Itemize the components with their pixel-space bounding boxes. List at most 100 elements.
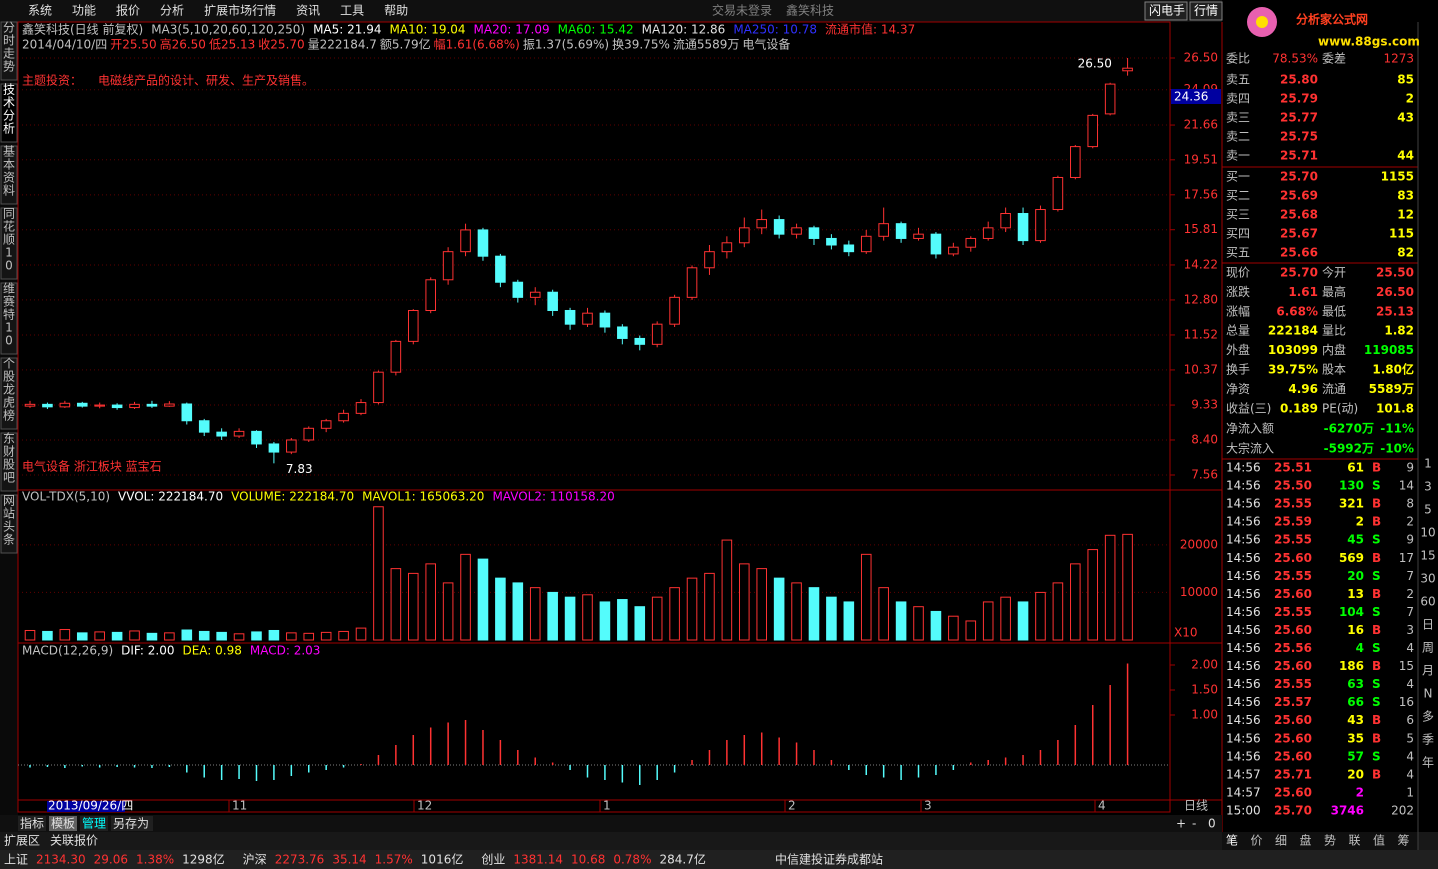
- side-tab-char[interactable]: 顺: [3, 233, 15, 247]
- side-tab-char[interactable]: 个: [3, 357, 15, 371]
- panel-tab[interactable]: 笔: [1226, 833, 1238, 848]
- volume-bar: [477, 558, 489, 641]
- side-tab-char[interactable]: 条: [3, 533, 15, 547]
- period-button[interactable]: 季: [1422, 733, 1434, 747]
- tick-price: 25.70: [1274, 803, 1312, 817]
- side-tab-char[interactable]: 站: [3, 507, 15, 521]
- panel-tab[interactable]: 值: [1373, 833, 1385, 848]
- top-button[interactable]: [1189, 1, 1223, 21]
- menu-item[interactable]: 分析: [160, 4, 184, 18]
- tick-price: 25.60: [1274, 785, 1312, 799]
- toolbar-label[interactable]: 管理: [82, 816, 106, 831]
- menu-item[interactable]: 扩展市场行情: [204, 3, 276, 18]
- tick-volume: 63: [1347, 677, 1364, 691]
- side-tab-char[interactable]: 东: [3, 432, 15, 446]
- menu-item[interactable]: 系统: [28, 4, 52, 18]
- date-label: 11: [232, 799, 247, 813]
- candle-body: [129, 403, 140, 409]
- side-tab-char[interactable]: 时: [3, 34, 15, 48]
- panel-tab[interactable]: 联: [1349, 834, 1361, 848]
- period-button[interactable]: 5: [1424, 503, 1432, 517]
- toolbar-label[interactable]: 模板: [51, 817, 75, 831]
- panel-tab[interactable]: 势: [1324, 834, 1336, 848]
- menu-item[interactable]: 功能: [72, 4, 96, 18]
- side-tab-char[interactable]: 财: [3, 445, 15, 459]
- bottom-tab[interactable]: 关联报价: [50, 833, 98, 848]
- side-tab[interactable]: [0, 494, 18, 554]
- side-tab-char[interactable]: 虎: [3, 396, 15, 410]
- menu-item[interactable]: 工具: [340, 4, 364, 18]
- side-tab-char[interactable]: 术: [3, 96, 15, 110]
- period-button[interactable]: 10: [1420, 526, 1435, 540]
- side-tab-char[interactable]: 榜: [3, 408, 15, 423]
- side-tab-char[interactable]: 股: [3, 370, 15, 384]
- side-tab-char[interactable]: 分: [3, 21, 15, 35]
- side-tab-char[interactable]: 0: [5, 334, 13, 348]
- menu-item[interactable]: 资讯: [296, 4, 320, 18]
- side-tab-char[interactable]: 龙: [3, 383, 15, 397]
- side-tab-char[interactable]: 1: [5, 321, 13, 335]
- side-tab-char[interactable]: 料: [3, 184, 15, 198]
- zoom-button[interactable]: +: [1176, 817, 1186, 831]
- toolbar-button[interactable]: [49, 816, 77, 831]
- side-tab[interactable]: [0, 207, 18, 280]
- period-button[interactable]: 周: [1422, 641, 1434, 655]
- panel-tab[interactable]: 价: [1251, 834, 1263, 848]
- period-button[interactable]: 3: [1424, 480, 1432, 494]
- panel-tab[interactable]: 筹: [1398, 834, 1410, 848]
- side-tab-char[interactable]: 资: [3, 171, 15, 185]
- side-tab-char[interactable]: 花: [3, 219, 15, 234]
- side-tab-char[interactable]: 股: [3, 458, 15, 472]
- period-button[interactable]: 60: [1420, 595, 1435, 609]
- period-button[interactable]: 月: [1422, 664, 1434, 678]
- side-tab[interactable]: [0, 21, 18, 81]
- zoom-button[interactable]: -: [1192, 817, 1196, 831]
- toolbar-button[interactable]: [80, 816, 108, 831]
- menu-item[interactable]: 报价: [116, 3, 140, 18]
- period-button[interactable]: 30: [1420, 572, 1435, 586]
- toolbar-label[interactable]: 另存为: [113, 817, 149, 831]
- side-tab[interactable]: [0, 357, 18, 430]
- top-button[interactable]: [1144, 1, 1188, 21]
- price-header: MA3(5,10,20,60,120,250): [151, 23, 305, 37]
- side-tab-char[interactable]: 本: [3, 158, 15, 172]
- period-button[interactable]: N: [1424, 687, 1433, 701]
- side-tab-char[interactable]: 同: [3, 207, 15, 221]
- side-tab-char[interactable]: 0: [5, 259, 13, 273]
- side-tab-char[interactable]: 网: [3, 494, 15, 508]
- top-button-label[interactable]: 行情: [1194, 4, 1218, 18]
- side-tab-char[interactable]: 特: [3, 307, 15, 322]
- side-tab-char[interactable]: 头: [3, 520, 15, 534]
- side-tab-char[interactable]: 赛: [3, 294, 15, 309]
- side-tab-char[interactable]: 1: [5, 246, 13, 260]
- period-button[interactable]: 15: [1420, 549, 1435, 563]
- side-tab-char[interactable]: 维: [3, 282, 15, 296]
- panel-tab[interactable]: 盘: [1300, 833, 1312, 848]
- side-tab[interactable]: [0, 432, 18, 492]
- panel-tab[interactable]: 细: [1275, 834, 1287, 848]
- index-value: 1381.14: [513, 853, 563, 867]
- period-button[interactable]: 日: [1422, 618, 1434, 632]
- side-tab-char[interactable]: 分: [3, 109, 15, 123]
- side-tab-char[interactable]: 析: [3, 122, 15, 136]
- book-label: 卖三: [1226, 111, 1250, 125]
- side-tab-char[interactable]: 势: [3, 60, 15, 74]
- toolbar-button[interactable]: [111, 816, 153, 831]
- side-tab[interactable]: [0, 83, 18, 143]
- side-tab-char[interactable]: 走: [3, 47, 15, 61]
- bottom-tab[interactable]: 扩展区: [4, 834, 40, 848]
- book-price: 25.69: [1280, 189, 1318, 203]
- top-button-label[interactable]: 闪电手: [1149, 4, 1185, 18]
- side-tab-char[interactable]: 技: [3, 83, 15, 97]
- toolbar-label[interactable]: 指标: [20, 816, 44, 831]
- side-tab-char[interactable]: 基: [3, 145, 15, 159]
- period-button[interactable]: 多: [1422, 710, 1434, 724]
- menu-item[interactable]: 帮助: [384, 4, 408, 18]
- side-tab[interactable]: [0, 282, 18, 355]
- zoom-button[interactable]: 0: [1208, 817, 1216, 831]
- period-button[interactable]: 年: [1422, 756, 1434, 770]
- side-tab-char[interactable]: 吧: [3, 471, 15, 485]
- period-button[interactable]: 1: [1424, 457, 1432, 471]
- toolbar-button[interactable]: [18, 816, 46, 831]
- side-tab[interactable]: [0, 145, 18, 205]
